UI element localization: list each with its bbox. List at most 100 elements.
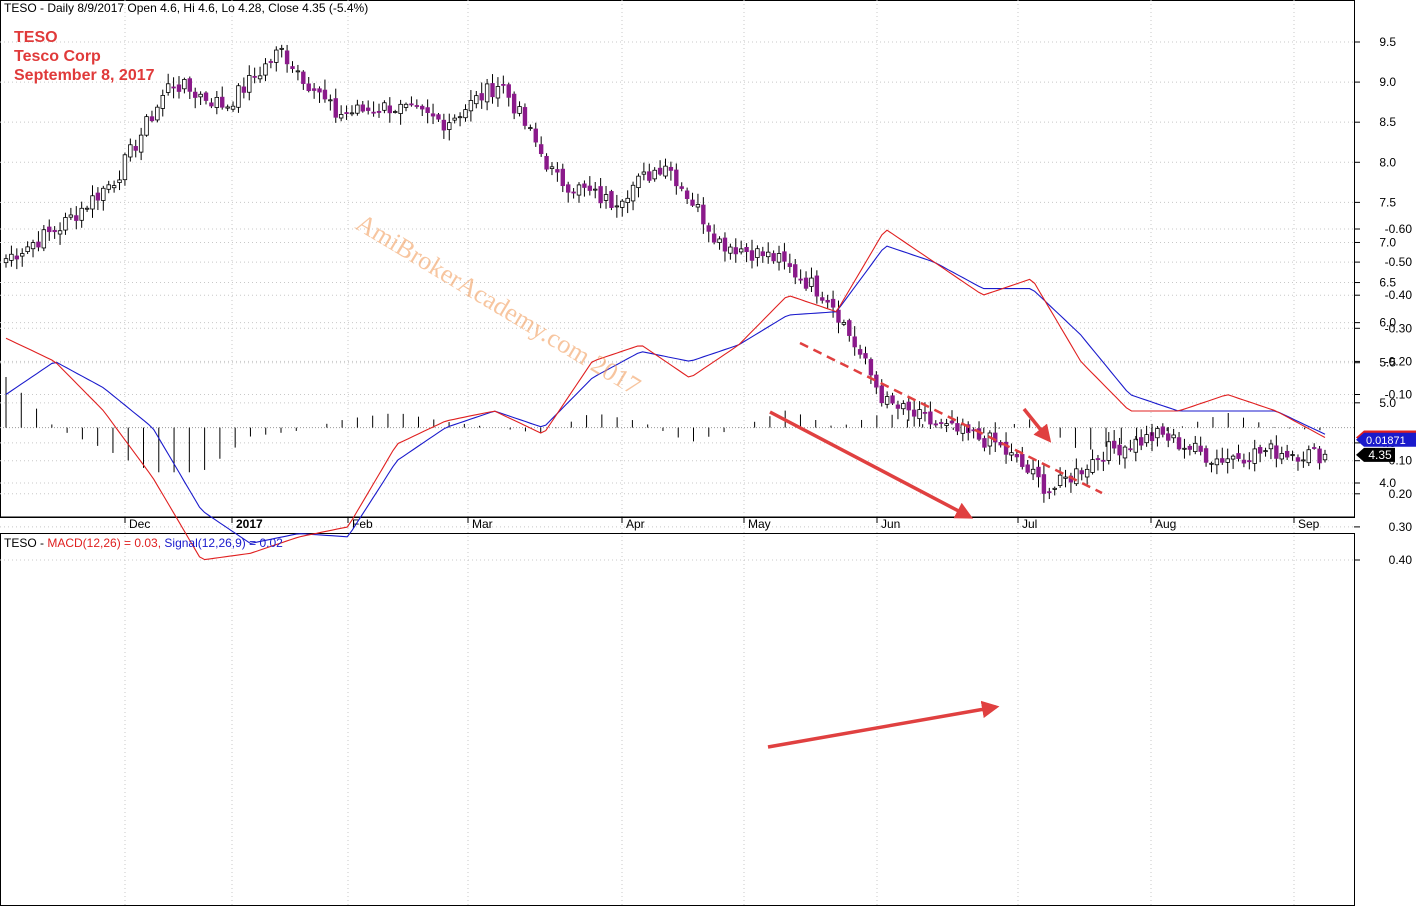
candle-body [344,112,349,114]
macd-tick-label: -0.50 [1385,255,1413,269]
candle-body [63,217,68,231]
macd-up-arrow [767,700,1000,749]
price-tick-label: 7.0 [1379,235,1396,249]
candle-body [576,184,582,196]
candle-body [895,404,901,409]
candle-body [30,242,36,250]
candle-body [1268,443,1274,450]
candle-body [1014,454,1020,458]
candle-body [1128,448,1133,451]
candle-body [652,169,657,180]
candle-body [257,75,263,80]
candle-body [922,411,928,414]
candle-body [1209,462,1214,465]
candle-body [857,349,863,355]
candle-body [733,247,738,255]
candle-body [993,432,998,443]
candle-body [209,102,214,107]
candle-body [960,424,966,434]
candle-body [1176,437,1182,450]
candle-body [955,423,960,432]
candle-body [1095,458,1101,460]
candle-body [74,215,79,221]
candle-body [987,432,993,447]
candle-body [1084,468,1090,478]
candle-body [1311,447,1317,449]
candle-body [193,91,198,98]
candle-body [57,230,63,235]
candle-body [14,255,20,260]
candle-body [820,297,825,301]
candle-body [982,438,987,448]
candle-body [1133,438,1138,453]
candle-body [1052,487,1057,490]
candle-body [695,204,701,208]
candle-body [47,226,52,233]
candle-body [1030,468,1036,475]
candle-body [220,96,225,108]
candle-body [1236,453,1241,459]
candle-body [1203,448,1209,463]
candle-body [365,107,371,111]
date-tick-label: Dec [129,517,150,531]
annotation-ticker: TESO [14,29,58,46]
macd-axis: -0.60-0.50-0.40-0.30-0.20-0.100.100.200.… [1354,222,1412,567]
price-tick-label: 5.5 [1379,356,1396,370]
candle-body [825,299,830,303]
price-panel [0,0,1355,518]
candle-body [663,165,668,177]
candle-body [1257,447,1263,454]
candle-body [674,169,679,187]
candle-body [106,184,111,190]
candle-body [944,423,949,426]
candle-body [1252,448,1257,464]
price-tick-label: 6.5 [1379,276,1396,290]
candle-body [1160,426,1166,435]
candle-body [890,395,895,404]
candle-body [587,185,593,191]
candle-body [452,117,457,121]
candle-body [598,186,603,204]
trend-drawings [767,341,1103,749]
candle-body [117,179,122,183]
candle-body [771,253,776,262]
candle-body [155,106,160,121]
price-header: TESO - Daily 8/9/2017 Open 4.6, Hi 4.6, … [4,1,369,15]
candle-body [1063,476,1068,479]
candle-body [1225,458,1230,463]
candle-body [1144,434,1149,444]
candle-body [841,322,847,325]
date-tick-label: Jul [1022,517,1037,531]
candle-body [495,86,501,99]
candle-body [625,197,630,204]
candle-body [1187,445,1193,450]
candle-body [360,104,365,112]
price-tick-label: 9.5 [1379,35,1396,49]
candle-body [528,127,533,129]
candle-body [349,112,355,115]
candle-body [203,92,209,101]
candle-body [728,246,733,254]
candle-body [328,99,333,102]
candle-body [1041,474,1047,494]
candle-body [20,253,25,257]
candle-body [279,47,284,50]
candle-body [479,93,484,101]
candle-body [906,401,911,411]
candle-body [1101,459,1106,462]
candle-body [414,105,420,107]
candle-body [436,114,441,120]
candle-body [301,71,306,84]
candle-body [1106,441,1111,461]
candle-body [447,122,452,130]
candle-body [830,298,836,308]
candle-body [149,116,155,122]
macd-header-prefix: TESO - [4,536,48,550]
candle-body [603,194,609,201]
candle-body [230,105,236,110]
candle-body [1182,447,1187,450]
candle-body [247,75,252,93]
down-arrow [769,410,974,519]
candle-body [538,144,544,155]
candle-body [938,422,944,424]
